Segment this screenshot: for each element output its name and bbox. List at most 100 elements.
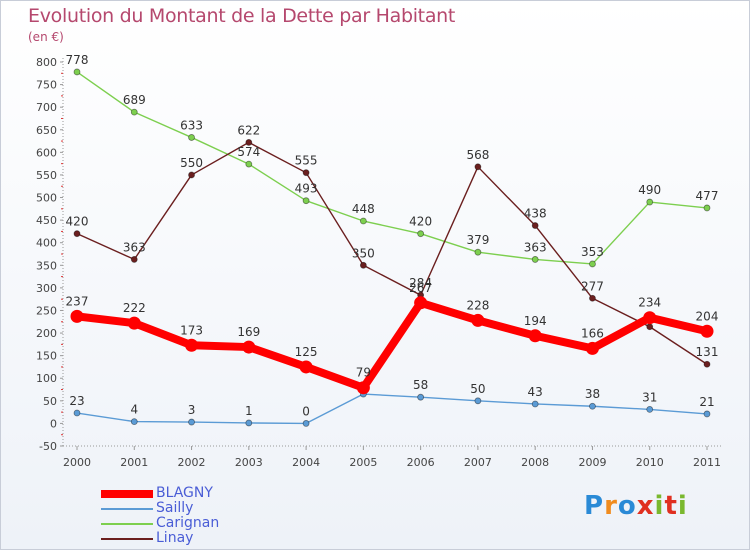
y-tick-label: 50 — [43, 395, 57, 408]
data-point — [646, 406, 654, 413]
data-label: 420 — [66, 215, 89, 229]
y-tick-label: 150 — [36, 350, 57, 363]
data-point — [359, 217, 367, 225]
data-label: 173 — [180, 323, 203, 337]
y-tick-label: 550 — [36, 169, 57, 182]
legend-swatch — [101, 523, 153, 525]
series-linay — [73, 139, 711, 368]
y-tick-label: 750 — [36, 79, 57, 92]
x-tick-label: 2002 — [178, 456, 206, 469]
data-label: 79 — [356, 366, 371, 380]
data-point — [531, 400, 539, 408]
legend-label: BLAGNY — [156, 485, 213, 501]
data-label: 204 — [696, 309, 719, 323]
data-point — [127, 316, 141, 330]
data-label: 237 — [66, 294, 89, 308]
y-tick-label: 700 — [36, 101, 57, 114]
data-point — [589, 294, 596, 302]
data-point — [474, 163, 482, 171]
data-point — [185, 338, 199, 352]
y-tick-label: 400 — [36, 237, 57, 250]
x-tick-label: 2008 — [521, 456, 549, 469]
data-label: 363 — [123, 240, 146, 254]
data-point — [417, 230, 425, 238]
data-label: 21 — [699, 395, 714, 409]
data-point — [531, 222, 539, 229]
data-label: 1 — [245, 404, 253, 418]
data-label: 23 — [69, 394, 84, 408]
x-tick-label: 2003 — [235, 456, 263, 469]
data-label: 379 — [466, 233, 489, 247]
data-label: 438 — [524, 207, 547, 221]
data-point — [302, 420, 310, 427]
data-point — [70, 309, 84, 323]
data-label: 131 — [696, 345, 719, 359]
data-label: 38 — [585, 387, 600, 401]
data-point — [643, 311, 657, 325]
x-tick-label: 2001 — [120, 456, 148, 469]
legend-swatch — [101, 508, 153, 510]
data-point — [700, 324, 714, 338]
proxiti-logo: Proxiti — [584, 491, 688, 521]
data-label: 50 — [470, 382, 485, 396]
data-label: 550 — [180, 156, 203, 170]
legend-label: Sailly — [156, 500, 194, 516]
data-point — [302, 169, 310, 177]
data-point — [703, 204, 711, 212]
data-point — [302, 197, 310, 205]
series-carignan — [73, 68, 711, 268]
data-label: 277 — [581, 279, 604, 293]
data-label: 568 — [466, 148, 489, 162]
y-tick-label: -50 — [39, 440, 57, 453]
x-tick-label: 2010 — [636, 456, 664, 469]
series-line-carignan — [76, 71, 708, 265]
logo-letter: x — [636, 491, 655, 521]
data-point — [474, 248, 482, 256]
data-label: 363 — [524, 240, 547, 254]
data-point — [531, 256, 539, 263]
data-point — [73, 409, 81, 417]
data-label: 633 — [180, 118, 203, 132]
data-label: 448 — [352, 202, 375, 216]
logo-letter: t — [664, 491, 678, 521]
data-label: 267 — [409, 281, 432, 295]
data-label: 284 — [409, 276, 432, 290]
data-point — [242, 340, 256, 354]
logo-letter: i — [654, 491, 665, 521]
y-tick-label: 500 — [36, 192, 57, 205]
data-label: 353 — [581, 245, 604, 259]
legend-swatch — [101, 490, 153, 498]
data-point — [528, 329, 542, 343]
data-label: 350 — [352, 246, 375, 260]
data-point — [589, 260, 596, 268]
x-tick-label: 2005 — [349, 456, 377, 469]
data-point — [703, 410, 711, 418]
data-point — [359, 261, 367, 269]
data-label: 555 — [295, 154, 318, 168]
legend-swatch — [101, 538, 153, 540]
data-label: 194 — [524, 314, 547, 328]
y-tick-label: 650 — [36, 124, 57, 137]
data-label: 43 — [528, 385, 543, 399]
x-tick-label: 2009 — [578, 456, 606, 469]
series-line-linay — [76, 141, 708, 365]
data-label: 222 — [123, 301, 146, 315]
data-label: 234 — [638, 296, 661, 310]
data-point — [73, 68, 81, 76]
data-point — [646, 198, 654, 206]
y-tick-label: 350 — [36, 259, 57, 272]
data-label: 58 — [413, 378, 428, 392]
data-point — [474, 397, 482, 405]
data-point — [585, 341, 599, 355]
data-point — [356, 381, 370, 395]
data-point — [188, 171, 195, 179]
data-label: 490 — [638, 183, 661, 197]
y-tick-label: 200 — [36, 327, 57, 340]
data-point — [417, 393, 425, 401]
data-label: 166 — [581, 326, 604, 340]
chart-axes: -500501001502002503003504004505005506006… — [36, 56, 721, 469]
data-label: 3 — [188, 403, 196, 417]
y-tick-label: 600 — [36, 146, 57, 159]
